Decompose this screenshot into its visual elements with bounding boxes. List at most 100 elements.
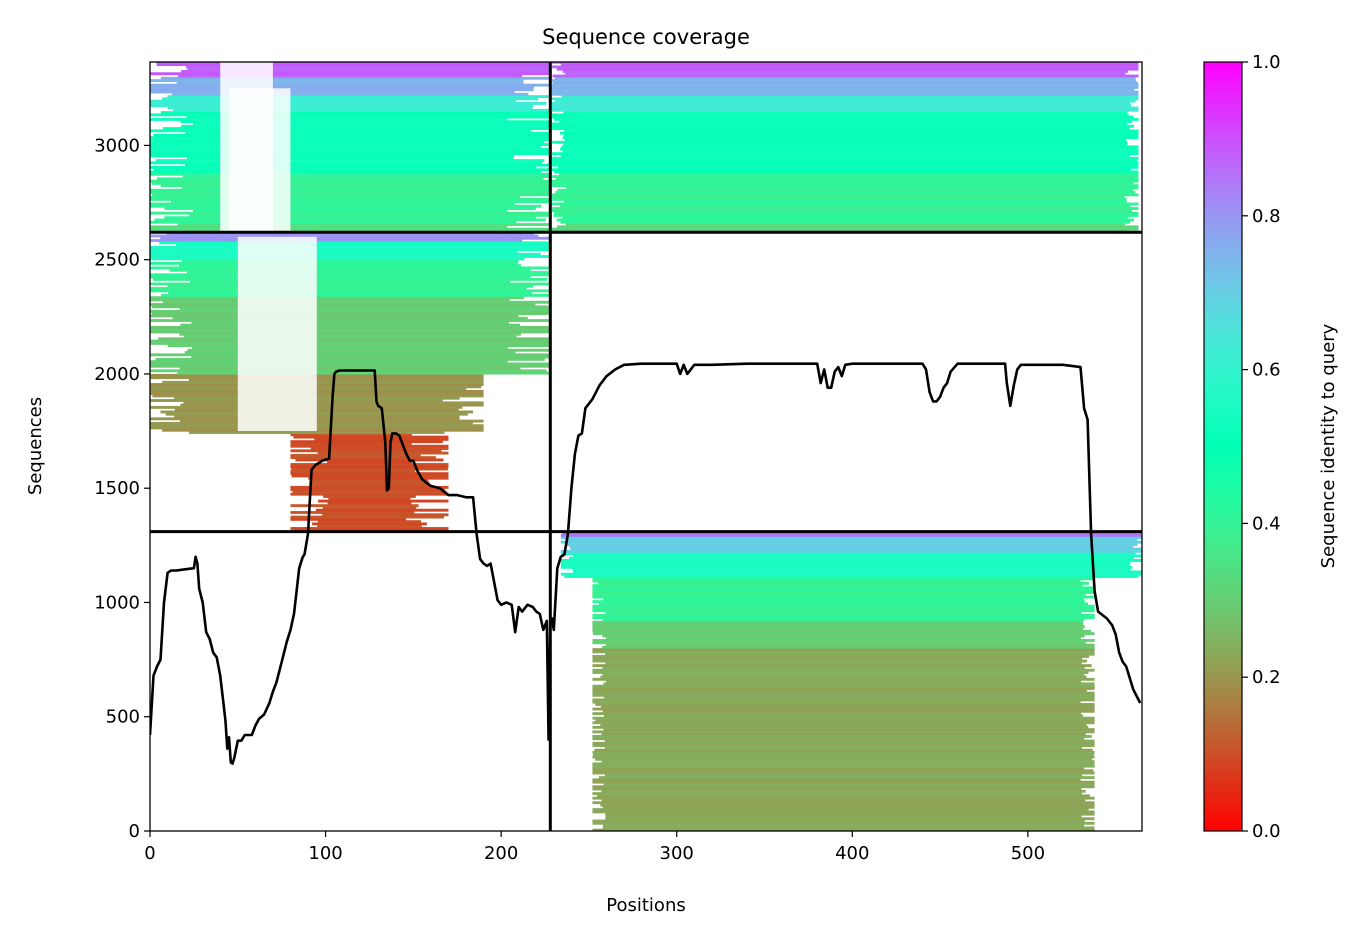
coverage-row <box>552 124 1134 128</box>
coverage-row <box>592 780 1095 784</box>
coverage-row <box>557 225 1139 229</box>
coverage-row <box>151 305 549 309</box>
coverage-row <box>592 609 1095 613</box>
coverage-row <box>150 188 551 192</box>
coverage-row <box>192 122 551 126</box>
coverage-row <box>592 591 1095 594</box>
coverage-row <box>150 211 551 215</box>
coverage-row <box>600 803 1095 807</box>
coverage-row <box>314 437 449 441</box>
coverage-row <box>565 72 1126 76</box>
coverage-row <box>186 271 551 274</box>
coverage-row <box>552 88 1135 92</box>
coverage-row <box>552 113 1129 117</box>
coverage-row <box>185 131 551 135</box>
coverage-row <box>592 629 1092 633</box>
plot-frame <box>149 61 1143 832</box>
coverage-row <box>563 200 1127 204</box>
coverage-row <box>150 152 551 156</box>
coverage-row <box>602 645 1095 649</box>
coverage-row <box>592 744 1095 748</box>
coverage-row <box>312 522 427 526</box>
colorbar-ticks: 0.0 0.2 0.4 0.6 0.8 1.0 <box>1242 52 1281 842</box>
coverage-row <box>150 252 541 256</box>
coverage-row <box>179 307 551 311</box>
coverage-row <box>150 266 551 270</box>
coverage-row <box>592 764 1095 768</box>
coverage-row <box>552 65 1139 69</box>
coverage-row <box>150 296 524 300</box>
coverage-row <box>552 122 1128 126</box>
coverage-row <box>559 172 1139 176</box>
coverage-row <box>150 143 551 147</box>
coverage-row <box>560 540 1142 544</box>
coverage-row <box>181 186 551 190</box>
coverage-row <box>592 700 1081 704</box>
coverage-row <box>592 691 1095 695</box>
coverage-row <box>290 444 449 448</box>
coverage-row <box>554 211 1139 215</box>
coverage-row <box>560 563 1130 567</box>
coverage-row <box>592 607 1095 610</box>
coverage-row <box>560 154 1130 158</box>
coverage-row <box>593 632 1095 636</box>
coverage-row <box>592 627 1084 631</box>
x-axis: 0 100 200 300 400 500 <box>144 831 1045 864</box>
coverage-row <box>552 207 1139 211</box>
coverage-row <box>592 693 1095 697</box>
y-tick-label: 500 <box>106 707 140 728</box>
coverage-row <box>290 492 449 496</box>
coverage-row <box>150 257 525 261</box>
coverage-row <box>603 824 1084 828</box>
y-axis-label: Sequences <box>25 397 46 495</box>
coverage-row <box>592 684 1095 688</box>
coverage-row <box>185 65 551 69</box>
coverage-row <box>191 355 551 359</box>
coverage-row <box>191 321 509 325</box>
coverage-row <box>568 556 1134 560</box>
coverage-row <box>603 597 1084 601</box>
coverage-row <box>593 753 1094 757</box>
coverage-row <box>181 69 551 73</box>
y-tick-label: 2000 <box>94 364 140 385</box>
coverage-row <box>559 131 1139 135</box>
coverage-row <box>162 380 484 384</box>
coverage-row <box>552 115 1134 119</box>
colorbar: 0.0 0.2 0.4 0.6 0.8 1.0 Sequence identity to … <box>1203 52 1339 842</box>
coverage-row <box>552 85 1139 89</box>
coverage-row <box>554 76 1136 80</box>
coverage-row <box>592 668 1095 672</box>
coverage-row <box>182 175 551 179</box>
coverage-row <box>605 815 1082 818</box>
coverage-row <box>560 533 1142 537</box>
coverage-row <box>180 323 520 327</box>
coverage-row <box>186 115 551 119</box>
colorbar-label: Sequence identity to query <box>1318 323 1339 568</box>
coverage-row <box>552 202 1139 206</box>
coverage-row <box>563 111 1128 115</box>
coverage-row <box>150 161 543 165</box>
coverage-row <box>327 460 412 464</box>
plot-area <box>149 61 1143 832</box>
coverage-row <box>592 671 1089 674</box>
coverage-row <box>153 133 551 137</box>
coverage-row <box>592 604 1095 608</box>
coverage-row <box>156 63 551 67</box>
coverage-row <box>552 127 1130 131</box>
y-tick-label: 0 <box>129 821 140 842</box>
coverage-row <box>317 524 422 528</box>
coverage-row <box>150 239 523 242</box>
coverage-row <box>592 657 1083 661</box>
coverage-row <box>156 62 551 64</box>
coverage-row <box>592 712 1082 716</box>
coverage-row <box>290 472 449 476</box>
coverage-row <box>186 156 514 160</box>
coverage-row <box>290 469 416 473</box>
coverage-row <box>604 773 1083 777</box>
coverage-row <box>597 794 1090 798</box>
coverage-row <box>592 639 1095 642</box>
coverage-row <box>162 300 551 304</box>
coverage-row <box>560 552 1136 556</box>
coverage-row <box>150 117 508 121</box>
coverage-row <box>317 451 449 455</box>
